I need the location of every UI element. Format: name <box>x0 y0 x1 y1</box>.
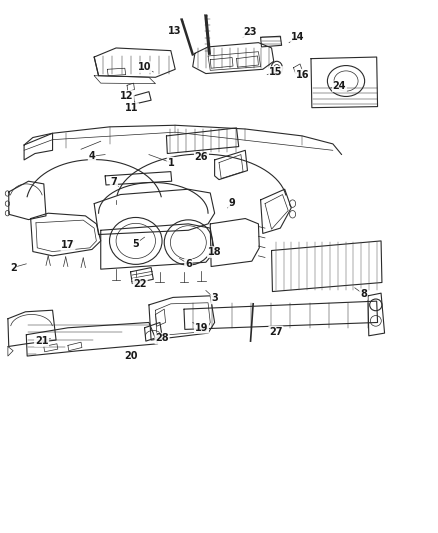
Text: 4: 4 <box>88 151 95 161</box>
Text: 24: 24 <box>333 82 346 91</box>
Text: 17: 17 <box>61 240 74 250</box>
Text: 7: 7 <box>110 177 117 187</box>
Text: 27: 27 <box>269 327 283 336</box>
Text: 6: 6 <box>185 259 192 269</box>
Text: 1: 1 <box>167 158 174 167</box>
Text: 18: 18 <box>208 247 222 257</box>
Text: 28: 28 <box>155 334 169 343</box>
Text: 2: 2 <box>10 263 17 272</box>
Text: 23: 23 <box>243 27 256 37</box>
Text: 15: 15 <box>269 67 283 77</box>
Text: 10: 10 <box>138 62 151 72</box>
Text: 22: 22 <box>134 279 147 288</box>
Text: 14: 14 <box>291 33 304 42</box>
Text: 11: 11 <box>125 103 138 113</box>
Text: 8: 8 <box>360 289 367 299</box>
Text: 5: 5 <box>132 239 139 248</box>
Text: 19: 19 <box>195 323 208 333</box>
Text: 12: 12 <box>120 91 134 101</box>
Text: 13: 13 <box>168 26 181 36</box>
Text: 21: 21 <box>35 336 48 346</box>
Text: 3: 3 <box>211 294 218 303</box>
Text: 20: 20 <box>125 351 138 361</box>
Text: 9: 9 <box>229 198 236 207</box>
Text: 26: 26 <box>195 152 208 162</box>
Text: 16: 16 <box>296 70 309 79</box>
